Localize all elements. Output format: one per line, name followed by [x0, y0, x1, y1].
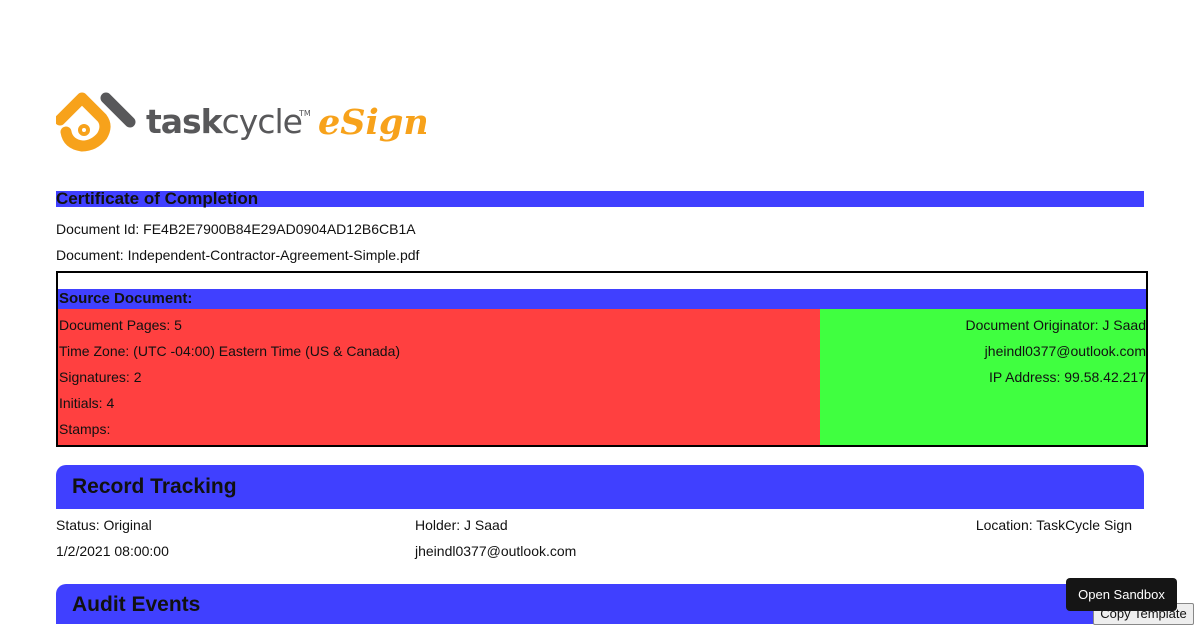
stamps: Stamps:	[59, 421, 111, 437]
audit-events-header: Audit Events	[56, 584, 1144, 624]
record-tracking-header: Record Tracking	[56, 465, 1144, 509]
ip-address: IP Address: 99.58.42.217	[989, 369, 1146, 385]
document-originator: Document Originator: J Saad	[965, 317, 1146, 333]
document-name: Document: Independent-Contractor-Agreeme…	[56, 247, 420, 263]
record-location: Location: TaskCycle Sign	[975, 517, 1132, 533]
source-document-box: Source Document: Document Pages: 5 Time …	[56, 271, 1148, 447]
svg-text:taskcycle: taskcycle	[146, 102, 302, 141]
svg-text:TM: TM	[298, 109, 311, 118]
document-id: Document Id: FE4B2E7900B84E29AD0904AD12B…	[56, 221, 416, 237]
svg-text:eSign: eSign	[318, 102, 426, 143]
certificate-title: Certificate of Completion	[56, 190, 1144, 207]
record-holder: Holder: J Saad	[415, 517, 508, 533]
initials: Initials: 4	[59, 395, 115, 411]
record-date: 1/2/2021 08:00:00	[56, 543, 169, 559]
originator-email: jheindl0377@outlook.com	[984, 343, 1146, 359]
source-document-title: Source Document:	[58, 289, 1146, 309]
source-details-left: Document Pages: 5 Time Zone: (UTC -04:00…	[58, 309, 820, 445]
taskcycle-esign-logo: taskcycle TM eSign	[54, 90, 429, 155]
signatures: Signatures: 2	[59, 369, 142, 385]
time-zone: Time Zone: (UTC -04:00) Eastern Time (US…	[59, 343, 401, 359]
source-details-right: Document Originator: J Saad jheindl0377@…	[820, 309, 1146, 445]
document-pages: Document Pages: 5	[59, 317, 182, 333]
open-sandbox-button[interactable]: Open Sandbox	[1066, 578, 1177, 611]
record-holder-email: jheindl0377@outlook.com	[415, 543, 577, 559]
record-status: Status: Original	[56, 517, 152, 533]
